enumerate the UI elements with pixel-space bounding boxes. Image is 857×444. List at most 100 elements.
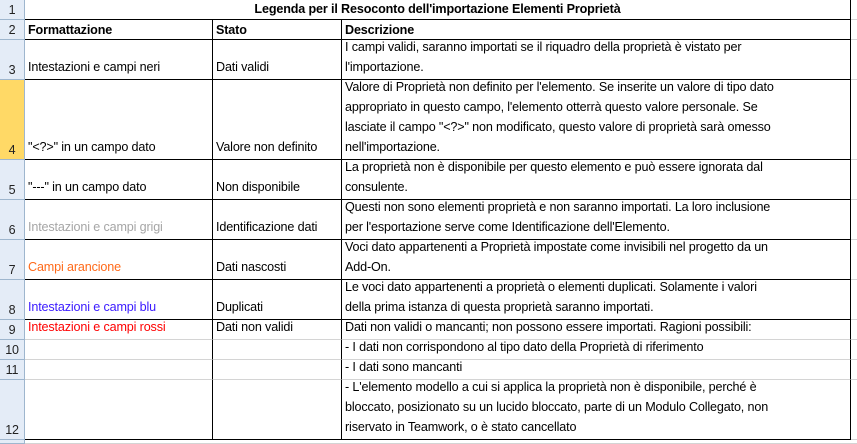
description-line: della prima istanza di questa proprietà …	[345, 300, 654, 314]
empty-cell[interactable]	[851, 200, 857, 240]
status-text: Identificazione dati	[216, 220, 318, 234]
status-text: Valore non definito	[216, 140, 318, 154]
empty-cell[interactable]	[851, 280, 857, 320]
formatting-text: "<?>" in un campo dato	[28, 140, 156, 154]
table-row: 5 "---" in un campo dato Non disponibile…	[0, 160, 857, 200]
empty-cell[interactable]	[851, 20, 857, 40]
empty-cell[interactable]	[851, 0, 857, 20]
status-cell[interactable]: Dati non validi	[213, 320, 342, 340]
header-description[interactable]: Descrizione	[342, 20, 851, 40]
status-cell[interactable]: Duplicati	[213, 280, 342, 320]
row-header[interactable]: 6	[0, 200, 25, 240]
formatting-cell[interactable]: Intestazioni e campi grigi	[25, 200, 213, 240]
row-header[interactable]: 9	[0, 320, 25, 340]
status-text	[216, 340, 338, 357]
formatting-cell[interactable]	[25, 360, 213, 380]
status-text: Dati validi	[216, 60, 269, 74]
status-text	[216, 360, 338, 377]
description-line: - I dati sono mancanti	[345, 360, 463, 374]
status-cell[interactable]: Dati nascosti	[213, 240, 342, 280]
table-row: 4 "<?>" in un campo dato Valore non defi…	[0, 80, 857, 160]
description-line: Add-On.	[345, 260, 391, 274]
empty-cell[interactable]	[25, 440, 857, 444]
row-header[interactable]: 3	[0, 40, 25, 80]
description-line: appropriato in questo campo, l'elemento …	[345, 100, 758, 114]
description-cell[interactable]: Voci dato appartenenti a Proprietà impos…	[342, 240, 851, 280]
status-cell[interactable]	[213, 380, 342, 440]
formatting-cell[interactable]	[25, 380, 213, 440]
status-text: Dati nascosti	[216, 260, 287, 274]
empty-cell[interactable]	[851, 40, 857, 80]
status-cell[interactable]: Non disponibile	[213, 160, 342, 200]
description-cell[interactable]: Valore di Proprietà non definito per l'e…	[342, 80, 851, 160]
empty-cell[interactable]	[851, 320, 857, 340]
status-cell[interactable]: Valore non definito	[213, 80, 342, 160]
description-line: Valore di Proprietà non definito per l'e…	[345, 80, 774, 94]
table-row: 6 Intestazioni e campi grigi Identificaz…	[0, 200, 857, 240]
description-line: - L'elemento modello a cui si applica la…	[345, 380, 757, 394]
description-cell[interactable]: - L'elemento modello a cui si applica la…	[342, 380, 851, 440]
formatting-cell[interactable]: Intestazioni e campi neri	[25, 40, 213, 80]
description-cell[interactable]: Le voci dato appartenenti a proprietà o …	[342, 280, 851, 320]
formatting-text: Intestazioni e campi blu	[28, 300, 157, 314]
table-row: 11 - I dati sono mancanti	[0, 360, 857, 380]
description-line: l'importazione.	[345, 60, 424, 74]
description-line: consulente.	[345, 180, 408, 194]
formatting-cell[interactable]: "---" in un campo dato	[25, 160, 213, 200]
empty-cell[interactable]	[851, 340, 857, 360]
status-cell[interactable]	[213, 360, 342, 380]
status-cell[interactable]: Dati validi	[213, 40, 342, 80]
formatting-cell[interactable]: "<?>" in un campo dato	[25, 80, 213, 160]
table-row: 7 Campi arancione Dati nascosti Voci dat…	[0, 240, 857, 280]
row-header[interactable]: 11	[0, 360, 25, 380]
description-line: lasciate il campo "<?>" non modificato, …	[345, 120, 771, 134]
row-header[interactable]: 7	[0, 240, 25, 280]
description-cell[interactable]: Dati non validi o mancanti; non possono …	[342, 320, 851, 340]
formatting-cell[interactable]: Campi arancione	[25, 240, 213, 280]
header-status[interactable]: Stato	[213, 20, 342, 40]
formatting-text: Intestazioni e campi rossi	[28, 320, 166, 334]
row-header[interactable]: 2	[0, 20, 25, 40]
description-line: - I dati non corrispondono al tipo dato …	[345, 340, 704, 354]
status-cell[interactable]	[213, 340, 342, 360]
description-line: nell'importazione.	[345, 140, 440, 154]
description-line: per l'esportazione serve come Identifica…	[345, 220, 670, 234]
description-cell[interactable]: La proprietà non è disponibile per quest…	[342, 160, 851, 200]
status-text: Duplicati	[216, 300, 263, 314]
legend-title[interactable]: Legenda per il Resoconto dell'importazio…	[25, 0, 851, 20]
table-row: 12 - L'elemento modello a cui si applica…	[0, 380, 857, 440]
formatting-cell[interactable]: Intestazioni e campi rossi	[25, 320, 213, 340]
description-line: La proprietà non è disponibile per quest…	[345, 160, 763, 174]
row-header[interactable]	[0, 440, 25, 444]
row-header[interactable]: 5	[0, 160, 25, 200]
description-line: bloccato, posizionato su un lucido blocc…	[345, 400, 769, 414]
description-line: riservato in Teamwork, o è stato cancell…	[345, 420, 577, 434]
row-header[interactable]: 10	[0, 340, 25, 360]
empty-cell[interactable]	[851, 380, 857, 440]
description-cell[interactable]: I campi validi, saranno importati se il …	[342, 40, 851, 80]
description-line: Questi non sono elementi proprietà e non…	[345, 200, 771, 214]
header-formatting[interactable]: Formattazione	[25, 20, 213, 40]
row-header[interactable]: 4	[0, 80, 25, 160]
table-row: 3 Intestazioni e campi neri Dati validi …	[0, 40, 857, 80]
status-cell[interactable]: Identificazione dati	[213, 200, 342, 240]
row-header[interactable]: 12	[0, 380, 25, 440]
description-cell[interactable]: - I dati non corrispondono al tipo dato …	[342, 340, 851, 360]
sheet-row-13	[0, 440, 857, 444]
sheet-row-1: 1 Legenda per il Resoconto dell'importaz…	[0, 0, 857, 20]
table-row: 10 - I dati non corrispondono al tipo da…	[0, 340, 857, 360]
description-cell[interactable]: Questi non sono elementi proprietà e non…	[342, 200, 851, 240]
row-header[interactable]: 1	[0, 0, 25, 20]
empty-cell[interactable]	[851, 240, 857, 280]
empty-cell[interactable]	[851, 160, 857, 200]
status-text	[216, 417, 338, 437]
empty-cell[interactable]	[851, 80, 857, 160]
empty-cell[interactable]	[851, 360, 857, 380]
formatting-cell[interactable]	[25, 340, 213, 360]
table-row: 9 Intestazioni e campi rossi Dati non va…	[0, 320, 857, 340]
row-header[interactable]: 8	[0, 280, 25, 320]
description-cell[interactable]: - I dati sono mancanti	[342, 360, 851, 380]
formatting-cell[interactable]: Intestazioni e campi blu	[25, 280, 213, 320]
formatting-text: Campi arancione	[28, 260, 121, 274]
